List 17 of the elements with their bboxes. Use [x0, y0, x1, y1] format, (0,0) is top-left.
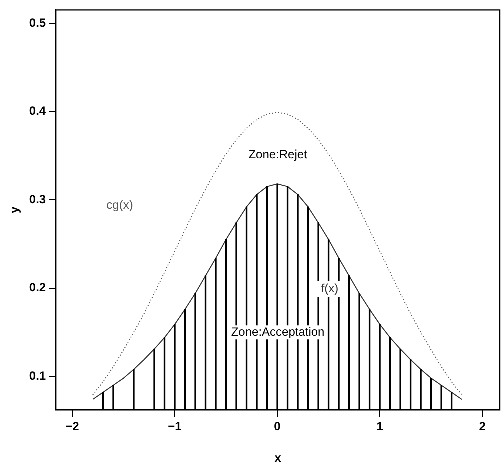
y-tick-label: 0.2 — [29, 280, 46, 295]
y-axis-title: y — [8, 206, 22, 214]
annotation: Zone:Rejet — [248, 148, 308, 162]
x-axis-title: x — [274, 451, 282, 466]
x-tick-label: 0 — [274, 420, 282, 434]
series-label: f(x) — [321, 282, 339, 296]
x-tick-label: −1 — [168, 420, 182, 434]
x-tick-label: −2 — [66, 420, 80, 434]
x-tick-label: 2 — [479, 420, 486, 434]
line-series — [92, 112, 463, 396]
x-tick-label: 1 — [376, 420, 384, 434]
y-tick-label: 0.4 — [29, 104, 46, 118]
y-tick-label: 0.3 — [29, 192, 46, 206]
text: cg(x) — [106, 198, 134, 212]
annotation: Zone:Acceptation — [231, 324, 325, 339]
y-tick-label: 0.1 — [29, 368, 46, 383]
y-tick-label: 0.5 — [29, 16, 46, 30]
